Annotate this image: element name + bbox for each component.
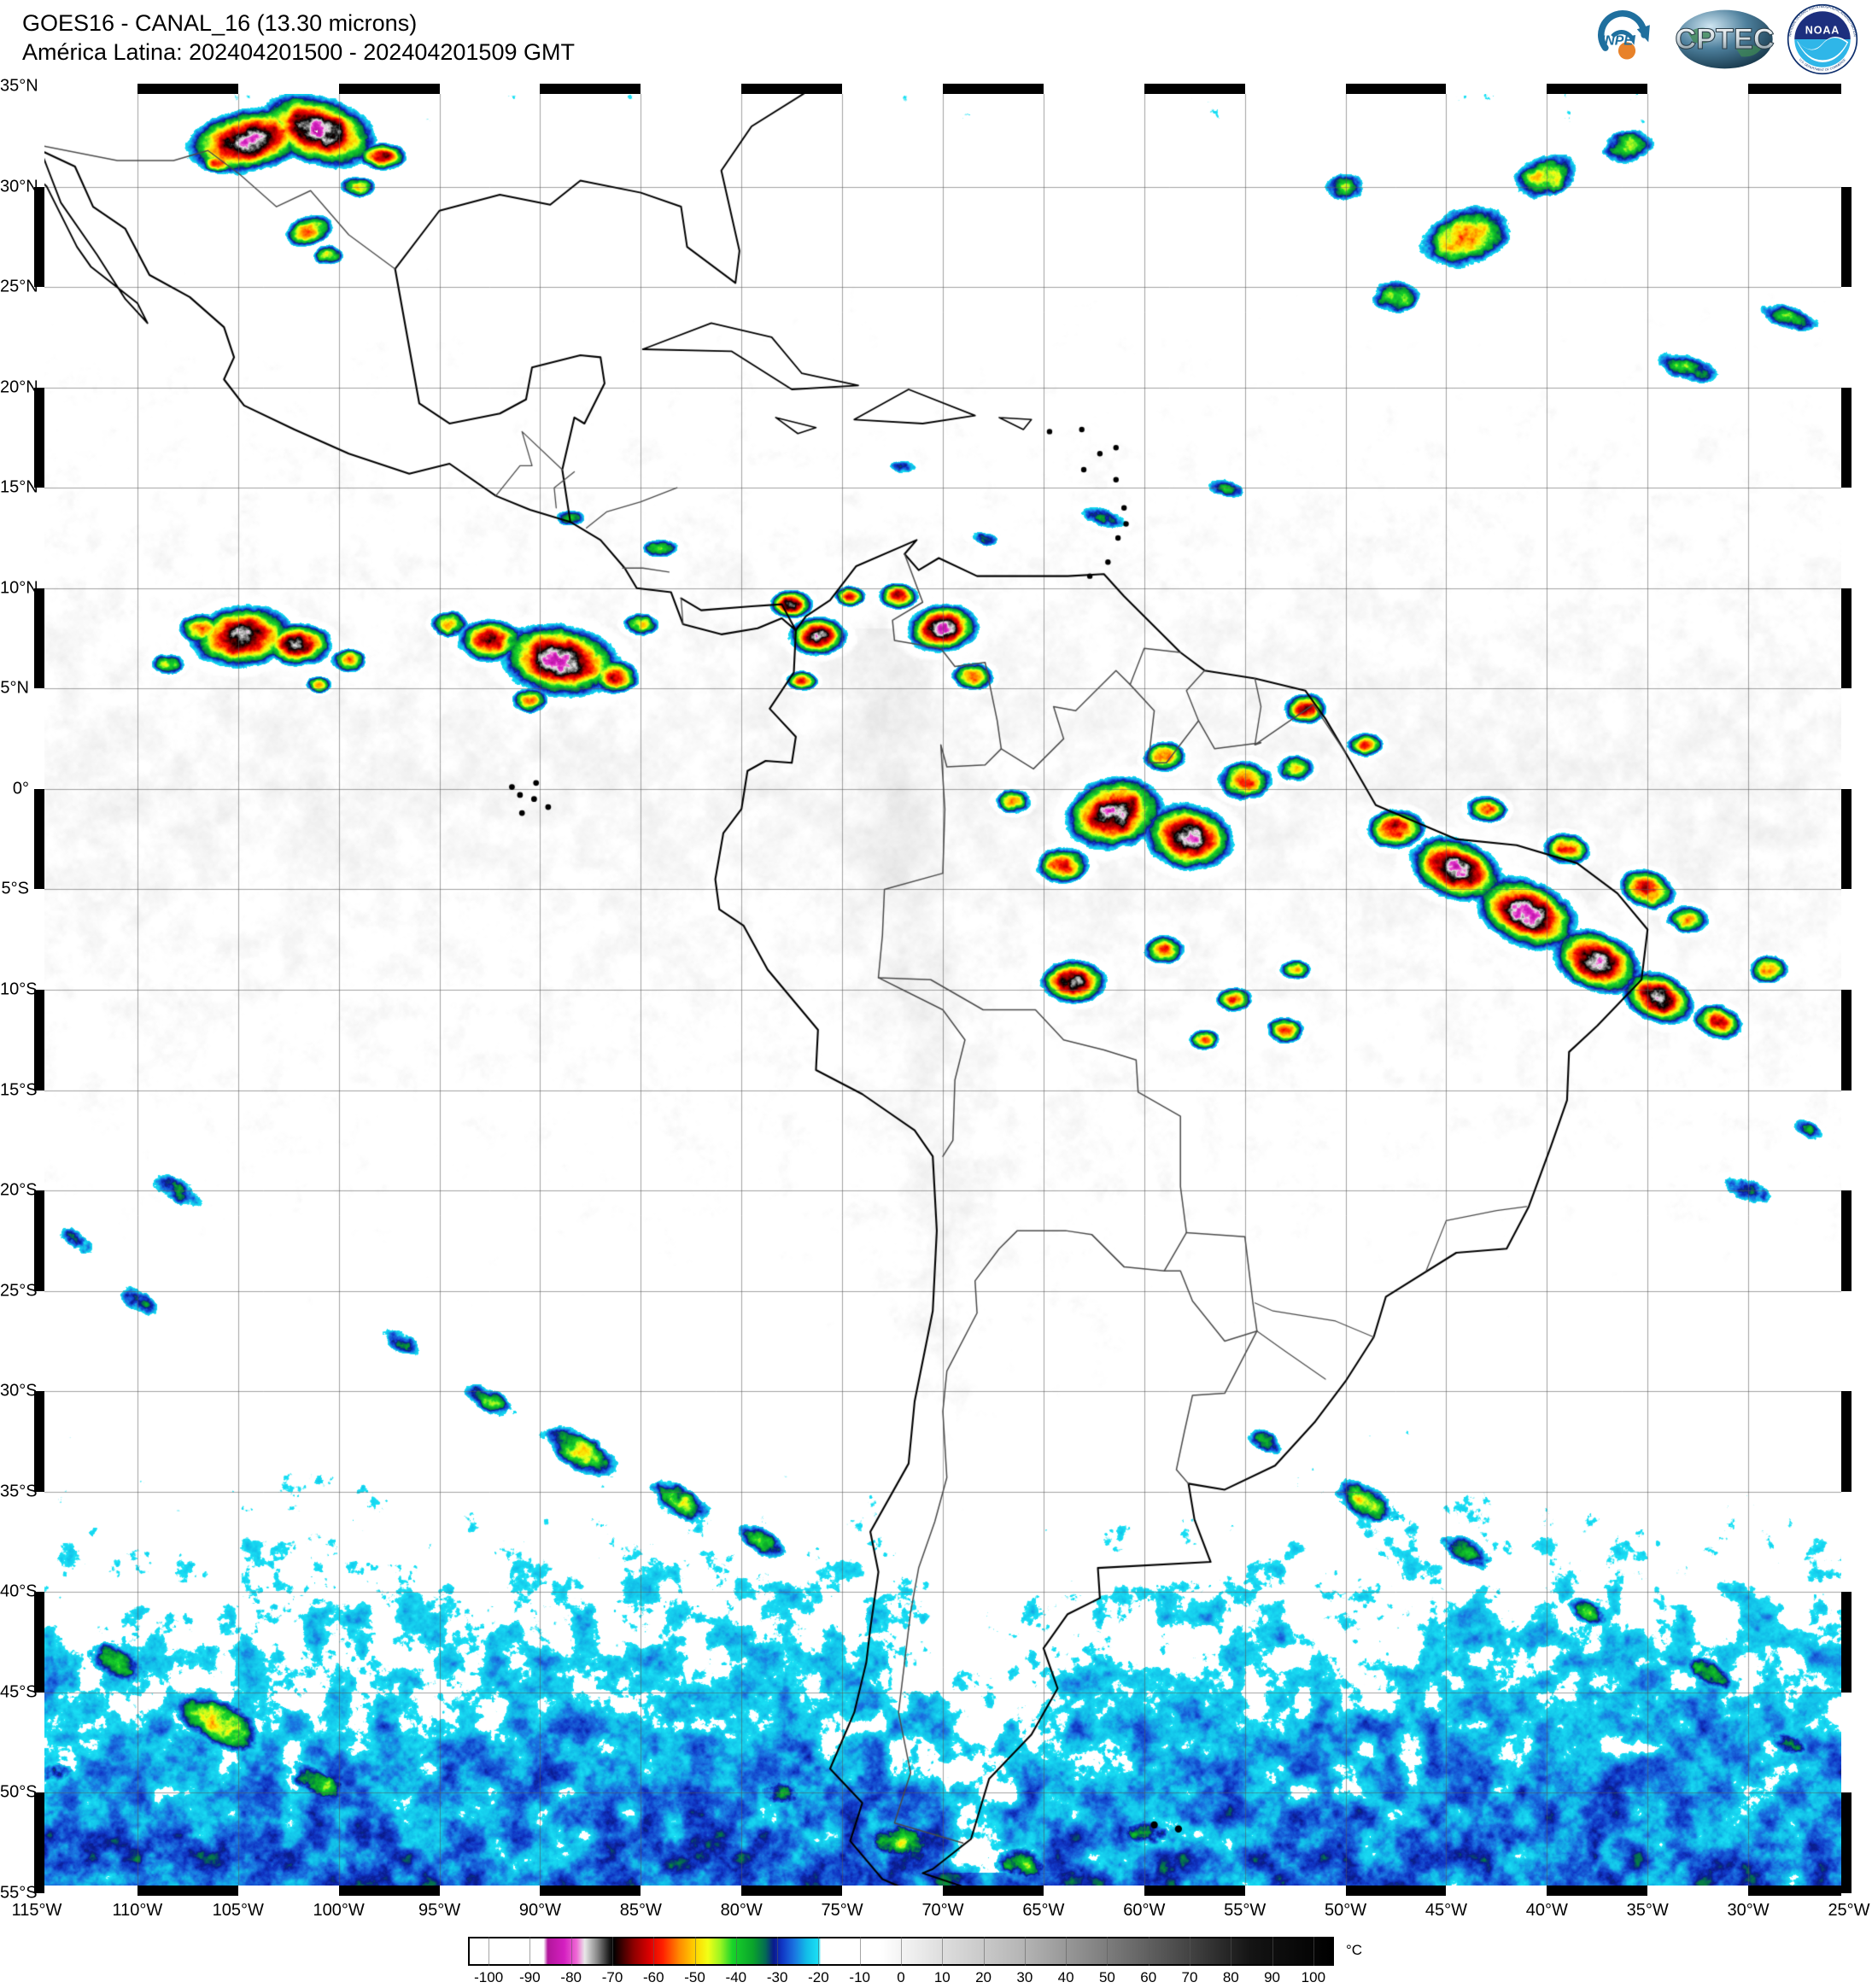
header: GOES16 - CANAL_16 (13.30 microns) Améric… xyxy=(0,0,1872,82)
lat-tick-label: 20°S xyxy=(0,1180,38,1200)
lon-tick-label: 70°W xyxy=(921,1901,964,1920)
lon-tick-label: 25°W xyxy=(1828,1901,1870,1920)
lon-tick-label: 50°W xyxy=(1324,1901,1367,1920)
colorbar-tick-label: -100 xyxy=(474,1969,504,1985)
lon-tick-label: 85°W xyxy=(619,1901,662,1920)
lat-tick-label: 25°N xyxy=(0,277,38,296)
colorbar-tick-label: -40 xyxy=(725,1969,747,1985)
colorbar-tick-label: -10 xyxy=(849,1969,870,1985)
colorbar-tick-label: -80 xyxy=(560,1969,582,1985)
title-block: GOES16 - CANAL_16 (13.30 microns) Améric… xyxy=(22,9,575,67)
colorbar-tick-label: 90 xyxy=(1264,1969,1281,1985)
svg-text:CPTEC: CPTEC xyxy=(1675,23,1774,56)
lon-tick-label: 95°W xyxy=(418,1901,461,1920)
inpe-logo: INPE xyxy=(1597,10,1650,60)
lat-tick-label: 5°S xyxy=(1,879,29,898)
lon-tick-label: 75°W xyxy=(821,1901,863,1920)
lat-tick-label: 15°S xyxy=(0,1080,38,1100)
lat-tick-label: 5°N xyxy=(0,678,29,698)
colorbar-legend: -100 -90 -80 -70 -60 -50 -40 -30 -20 -10 0 10 20 30 40… xyxy=(0,1932,1872,1988)
colorbar-tick-label: 100 xyxy=(1301,1969,1326,1985)
svg-text:NOAA: NOAA xyxy=(1805,24,1840,36)
satellite-map[interactable] xyxy=(34,84,1852,1896)
colorbar-tick-label: 10 xyxy=(933,1969,951,1985)
lat-tick-label: 35°S xyxy=(0,1482,38,1501)
lat-tick-label: 55°S xyxy=(0,1883,38,1903)
lat-tick-label: 10°N xyxy=(0,578,38,598)
colorbar-tick-label: 20 xyxy=(975,1969,992,1985)
lon-tick-label: 105°W xyxy=(212,1901,264,1920)
lat-tick-label: 0° xyxy=(12,779,29,798)
lon-tick-label: 90°W xyxy=(518,1901,561,1920)
lat-tick-label: 45°S xyxy=(0,1682,38,1702)
lat-tick-label: 10°S xyxy=(0,979,38,999)
axis-bar-top xyxy=(34,84,1852,94)
colorbar-tick-label: 50 xyxy=(1098,1969,1115,1985)
colorbar-tick-label: 30 xyxy=(1016,1969,1033,1985)
lat-tick-label: 30°N xyxy=(0,177,38,196)
lon-tick-label: 35°W xyxy=(1626,1901,1669,1920)
colorbar-strip[interactable] xyxy=(468,1937,1334,1966)
lon-tick-label: 110°W xyxy=(112,1901,163,1920)
colorbar-tick-label: 40 xyxy=(1057,1969,1074,1985)
lon-tick-label: 100°W xyxy=(313,1901,365,1920)
colorbar-tick-label: 60 xyxy=(1140,1969,1157,1985)
lon-tick-label: 80°W xyxy=(720,1901,763,1920)
colorbar-tick-label: -50 xyxy=(684,1969,705,1985)
colorbar-tick-label: -60 xyxy=(642,1969,664,1985)
lon-tick-label: 45°W xyxy=(1424,1901,1467,1920)
lat-tick-label: 30°S xyxy=(0,1381,38,1400)
colorbar-unit-label: °C xyxy=(1346,1942,1363,1958)
satellite-imagery-canvas[interactable] xyxy=(37,86,1849,1893)
colorbar-tick-labels: -100 -90 -80 -70 -60 -50 -40 -30 -20 -10 0 10 20 30 40… xyxy=(0,1969,1872,1988)
lat-tick-label: 40°S xyxy=(0,1582,38,1601)
svg-text:INPE: INPE xyxy=(1601,34,1635,49)
cptec-logo: CPTEC xyxy=(1675,9,1775,69)
page-title: GOES16 - CANAL_16 (13.30 microns) xyxy=(22,10,418,36)
lon-tick-label: 65°W xyxy=(1022,1901,1065,1920)
page-subtitle: América Latina: 202404201500 - 202404201… xyxy=(22,39,575,65)
lon-tick-label: 55°W xyxy=(1224,1901,1267,1920)
axis-bar-bottom xyxy=(34,1886,1852,1896)
lat-tick-label: 50°S xyxy=(0,1782,38,1802)
axis-bar-left xyxy=(34,84,44,1896)
colorbar-tick-label: 0 xyxy=(897,1969,905,1985)
lon-tick-label: 30°W xyxy=(1727,1901,1770,1920)
colorbar-tick-label: -20 xyxy=(808,1969,829,1985)
logo-group: INPE CPTEC xyxy=(1591,2,1858,77)
lon-tick-label: 60°W xyxy=(1123,1901,1166,1920)
colorbar-tick-label: -30 xyxy=(766,1969,788,1985)
lat-tick-label: 25°S xyxy=(0,1281,38,1301)
noaa-logo: NOAA NATIONAL OCEANIC AND ATMOSPHERIC AD… xyxy=(1787,3,1858,75)
colorbar-tick-label: -70 xyxy=(601,1969,623,1985)
colorbar-tick-label: -90 xyxy=(519,1969,541,1985)
lat-tick-label: 20°N xyxy=(0,377,38,397)
lon-tick-label: 40°W xyxy=(1525,1901,1568,1920)
lat-tick-label: 15°N xyxy=(0,477,38,497)
colorbar-gradient xyxy=(470,1938,1332,1964)
axis-bar-right xyxy=(1841,84,1852,1896)
colorbar-tick-label: 80 xyxy=(1222,1969,1239,1985)
colorbar-tick-label: 70 xyxy=(1181,1969,1198,1985)
lon-tick-label: 115°W xyxy=(11,1901,62,1920)
